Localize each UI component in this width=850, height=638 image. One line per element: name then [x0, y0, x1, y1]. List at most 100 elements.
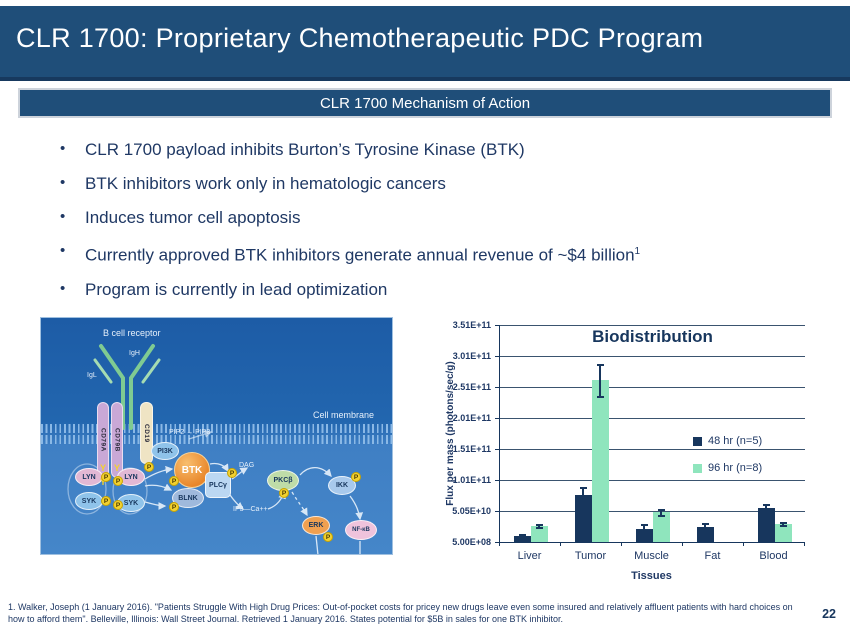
y-tick-label: 3.01E+11 — [452, 350, 491, 361]
gridline — [500, 325, 805, 326]
chart-legend: 48 hr (n=5) 96 hr (n=8) — [693, 435, 762, 489]
lyn-node: LYN — [75, 468, 103, 486]
chart-title: Biodistribution — [592, 327, 713, 346]
error-bar-cap — [701, 531, 709, 534]
gridline — [500, 479, 805, 481]
error-bar-cap — [657, 508, 665, 511]
error-bar — [765, 503, 767, 512]
x-tick-mark — [804, 542, 805, 546]
y-tick-label: 5.00E+08 — [452, 537, 491, 547]
x-tick-mark — [743, 542, 744, 546]
error-bar-cap — [779, 522, 787, 525]
btk-node: BTK — [174, 452, 210, 488]
cell-membrane-label: Cell membrane — [313, 410, 375, 420]
y-tick-mark — [495, 448, 499, 450]
bar-96hr — [591, 380, 609, 542]
legend-item: 48 hr (n=5) — [693, 435, 762, 447]
x-tick-label: Blood — [759, 550, 788, 562]
pathway-nodes: B cell receptor IgH IgL Cell membrane PIP2 →… — [41, 318, 392, 554]
bullet-item: Currently approved BTK inhibitors genera… — [58, 241, 803, 266]
phospho-p-badge: P — [101, 472, 111, 482]
gridline — [500, 355, 805, 357]
error-bar-cap — [701, 523, 709, 526]
bar-96hr — [530, 525, 548, 542]
footnote-ref: 1 — [634, 246, 641, 257]
y-tick-mark — [495, 417, 499, 419]
legend-label: 96 hr (n=8) — [708, 462, 763, 474]
phospho-p-badge: P — [169, 502, 179, 512]
x-tick-label: Liver — [517, 550, 542, 562]
phospho-p-badge: P — [113, 500, 123, 510]
legend-swatch — [693, 436, 702, 446]
bullet-text: CLR 1700 payload inhibits Burton’s Tyros… — [85, 140, 525, 159]
biodistribution-chart: Flux per mass (photons/sec/g) Biodistrib… — [437, 313, 837, 588]
section-banner: CLR 1700 Mechanism of Action — [18, 88, 832, 118]
phospho-p-badge: P — [101, 496, 111, 506]
legend-label: 48 hr (n=5) — [708, 435, 763, 447]
bar-48hr — [757, 507, 775, 542]
phospho-p-badge: P — [227, 468, 237, 478]
x-tick-mark — [499, 542, 500, 546]
error-bar — [599, 364, 601, 397]
chart-plot: Biodistribution 48 hr (n=5) 96 hr (n=8) — [499, 325, 805, 543]
itam-y-label: Y — [99, 477, 106, 487]
gridline — [500, 448, 805, 450]
itam-y-label: Y — [99, 463, 106, 473]
lyn-node: LYN — [117, 468, 145, 486]
blnk-node: BLNK — [172, 488, 204, 508]
error-bar-cap — [579, 487, 587, 490]
syk-node: SYK — [75, 492, 103, 510]
error-bar — [660, 508, 662, 516]
y-tick-mark — [495, 511, 499, 513]
bar-96hr — [652, 511, 670, 542]
bullet-text: BTK inhibitors work only in hematologic … — [85, 174, 446, 193]
error-bar-cap — [640, 533, 648, 536]
x-tick-mark — [621, 542, 622, 546]
error-bar-cap — [640, 523, 648, 526]
cd19-node: CD19 — [140, 402, 153, 464]
error-bar-cap — [579, 503, 587, 506]
y-tick-mark — [495, 355, 499, 357]
gridline — [500, 417, 805, 419]
phospho-p-badge: P — [113, 476, 123, 486]
x-tick-mark — [560, 542, 561, 546]
pip2-pip3-label: PIP2 → PIP3 — [169, 429, 211, 436]
cd79b-node: CD79B — [111, 402, 123, 478]
phospho-p-badge: P — [169, 476, 179, 486]
x-tick-label: Tumor — [574, 550, 607, 562]
page-number: 22 — [822, 607, 836, 621]
x-tick-label: Fat — [704, 550, 721, 562]
error-bar-cap — [596, 364, 604, 366]
bullet-item: Program is currently in lead optimizatio… — [58, 279, 803, 300]
phospho-p-badge: P — [351, 472, 361, 482]
error-bar-cap — [762, 511, 770, 514]
nf-b-node: NF-κB — [345, 520, 377, 540]
x-tick-mark — [682, 542, 683, 546]
phospho-p-badge: P — [323, 532, 333, 542]
error-bar — [643, 523, 645, 534]
antibody-light-chain-icon — [93, 358, 161, 384]
bullet-text: Program is currently in lead optimizatio… — [85, 279, 388, 299]
y-tick-label: 3.51E+11 — [452, 320, 491, 330]
error-bar — [582, 487, 584, 504]
section-banner-label: CLR 1700 Mechanism of Action — [319, 94, 531, 112]
pi3k-node: PI3K — [151, 442, 179, 460]
bar-48hr — [696, 527, 714, 542]
legend-item: 96 hr (n=8) — [693, 462, 762, 474]
y-tick-mark — [495, 542, 499, 543]
itam-y-label: Y — [113, 463, 120, 473]
slide-header: CLR 1700: Proprietary Chemotherapeutic P… — [0, 6, 850, 81]
y-tick-mark — [495, 386, 499, 388]
error-bar-cap — [596, 396, 604, 399]
error-bar — [704, 523, 706, 532]
cd79a-node: CD79A — [97, 402, 109, 478]
bar-96hr — [774, 523, 792, 542]
bullet-item: Induces tumor cell apoptosis — [58, 207, 803, 228]
gridline — [500, 511, 805, 513]
x-axis-label: Tissues — [631, 570, 672, 582]
y-tick-mark — [495, 479, 499, 481]
bullet-text: Currently approved BTK inhibitors genera… — [85, 245, 635, 265]
ip3-ca-label: IP3—Ca++ — [233, 506, 268, 513]
y-tick-label: 5.05E+10 — [452, 506, 491, 517]
